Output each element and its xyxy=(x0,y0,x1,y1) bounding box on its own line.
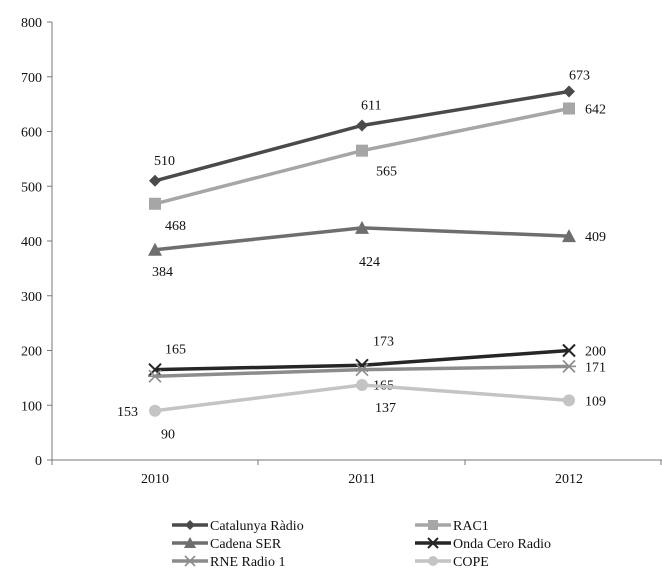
data-label: 173 xyxy=(373,334,394,349)
data-point-marker xyxy=(184,555,196,567)
data-label: 153 xyxy=(117,405,138,420)
data-point-marker xyxy=(149,404,161,417)
legend-label: COPE xyxy=(453,555,489,568)
y-tick-label: 600 xyxy=(21,126,42,141)
data-point-marker xyxy=(356,378,368,391)
data-label: 165 xyxy=(165,343,186,358)
data-label: 409 xyxy=(585,230,606,245)
legend-item: RNE Radio 1 xyxy=(172,555,285,568)
y-tick-label: 0 xyxy=(35,454,42,469)
data-label: 565 xyxy=(376,165,397,180)
y-tick-label: 500 xyxy=(21,180,42,195)
legend-label: RNE Radio 1 xyxy=(210,555,285,568)
data-point-marker xyxy=(563,85,575,98)
y-tick-label: 800 xyxy=(21,16,42,31)
y-tick-label: 100 xyxy=(21,399,42,414)
data-label: 90 xyxy=(161,428,175,443)
legend-label: Onda Cero Radio xyxy=(453,537,551,552)
legend-item: COPE xyxy=(415,555,489,568)
data-label: 673 xyxy=(569,69,590,84)
data-point-marker xyxy=(355,363,369,377)
legend-label: Cadena SER xyxy=(210,537,282,552)
data-point-marker xyxy=(355,220,369,234)
series-rac1: 468 565 642 xyxy=(149,102,606,234)
data-point-marker xyxy=(428,520,438,530)
data-label: 642 xyxy=(585,103,606,118)
data-label: 611 xyxy=(361,98,381,113)
data-point-marker xyxy=(149,197,161,210)
x-tick-label: 2012 xyxy=(555,472,583,487)
data-label: 384 xyxy=(152,265,173,280)
data-label: 468 xyxy=(165,219,186,234)
y-tick-label: 200 xyxy=(21,345,42,360)
legend-item: Onda Cero Radio xyxy=(415,537,551,552)
data-point-marker xyxy=(185,520,195,530)
legend-label: RAC1 xyxy=(453,519,489,534)
legend-label: Catalunya Ràdio xyxy=(210,519,304,534)
data-point-marker xyxy=(149,174,161,187)
series-cope: 90 137 109 xyxy=(149,378,606,443)
y-tick-label: 300 xyxy=(21,290,42,305)
y-tick-label: 700 xyxy=(21,71,42,86)
data-label: 137 xyxy=(375,401,396,416)
data-point-marker xyxy=(148,362,162,377)
series-cadena-ser: 384 424 409 xyxy=(148,220,606,280)
legend-item: Cadena SER xyxy=(172,537,282,552)
data-point-marker xyxy=(562,229,576,243)
data-point-marker xyxy=(562,343,576,358)
data-point-marker xyxy=(563,102,575,115)
legend-item: Catalunya Ràdio xyxy=(172,519,304,534)
data-point-marker xyxy=(148,369,162,383)
data-point-marker xyxy=(563,394,575,407)
data-label: 171 xyxy=(585,360,606,375)
data-point-marker xyxy=(356,119,368,132)
series-onda-cero-radio: 165 173 200 xyxy=(148,334,606,377)
series-catalunya-r-dio: 510 611 673 xyxy=(149,69,590,187)
data-point-marker xyxy=(356,144,368,157)
y-tick-label: 400 xyxy=(21,235,42,250)
data-label: 200 xyxy=(585,345,606,360)
x-tick-label: 2010 xyxy=(141,472,169,487)
data-label: 424 xyxy=(359,255,380,270)
data-point-marker xyxy=(562,359,576,373)
legend-item: RAC1 xyxy=(415,519,489,534)
data-point-marker xyxy=(148,242,162,256)
data-point-marker xyxy=(184,537,196,548)
data-label: 510 xyxy=(154,154,175,169)
x-tick-label: 2011 xyxy=(348,472,375,487)
data-point-marker xyxy=(428,556,438,566)
data-point-marker xyxy=(427,537,439,549)
data-label: 109 xyxy=(585,394,606,409)
